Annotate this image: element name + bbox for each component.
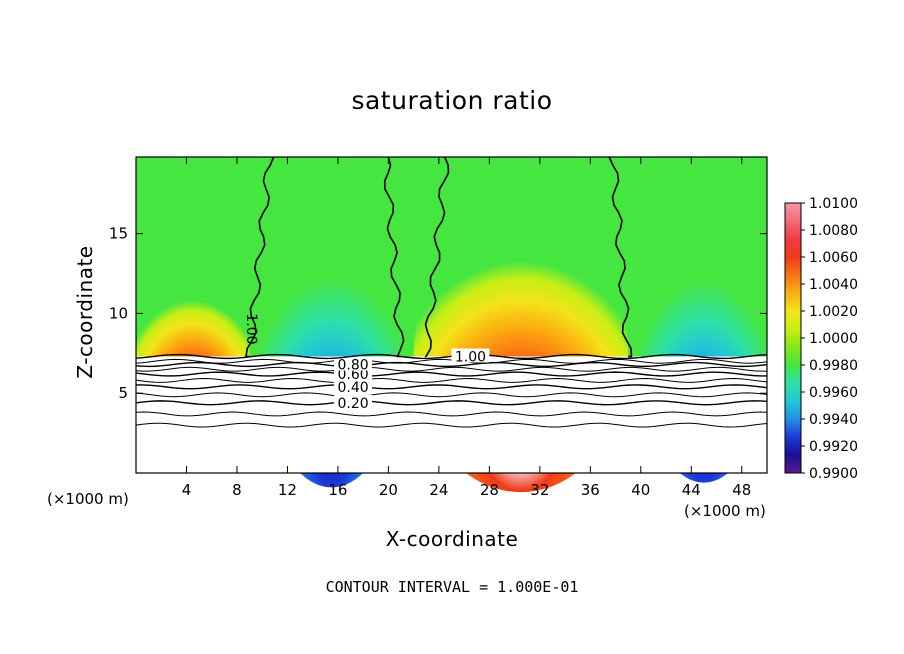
contour-label-0.40: 0.40 bbox=[337, 380, 368, 396]
contour-line-thin-5 bbox=[135, 366, 768, 372]
x-tick-label-24: 24 bbox=[429, 481, 448, 499]
x-tick-label-28: 28 bbox=[480, 481, 499, 499]
colorbar-tick-label-7: 0.9960 bbox=[809, 385, 858, 401]
x-tick-label-12: 12 bbox=[278, 481, 297, 499]
y-axis-label: Z-coordinate bbox=[73, 245, 97, 379]
x-tick-label-16: 16 bbox=[328, 481, 347, 499]
contour-line-0.80 bbox=[135, 361, 768, 368]
contour-label-bg-0.40 bbox=[334, 378, 373, 393]
contour-label-vertical-1.00: 1.00 bbox=[243, 313, 259, 344]
y-tick-label-10: 10 bbox=[109, 304, 128, 322]
colorbar-tick-label-1: 1.0080 bbox=[809, 223, 858, 239]
saturation-contour-2 bbox=[383, 156, 405, 358]
contour-label-0.80: 0.80 bbox=[337, 357, 368, 373]
contour-label-bg-0.80 bbox=[334, 356, 373, 371]
contour-label-0.20: 0.20 bbox=[337, 396, 368, 412]
x-unit-label-right: (×1000 m) bbox=[684, 502, 766, 520]
saturation-contour-1 bbox=[245, 156, 275, 358]
colorbar-tick-label-6: 0.9980 bbox=[809, 358, 858, 374]
y-tick-label-5: 5 bbox=[118, 384, 128, 402]
chart-title: saturation ratio bbox=[351, 86, 553, 115]
colorbar-tick-label-3: 1.0040 bbox=[809, 277, 858, 293]
contour-line-0.60 bbox=[135, 371, 768, 377]
x-tick-label-32: 32 bbox=[530, 481, 549, 499]
colorbar-tick-label-5: 1.0000 bbox=[809, 331, 858, 347]
plot-frame bbox=[135, 156, 768, 474]
contour-line-thin-1 bbox=[135, 422, 768, 428]
colorbar-tick-label-0: 1.0100 bbox=[809, 196, 858, 212]
contour-label-bg-0.20 bbox=[334, 394, 373, 409]
saturation-contour-3 bbox=[424, 156, 450, 358]
x-tick-label-36: 36 bbox=[581, 481, 600, 499]
contour-label-1.00: 1.00 bbox=[455, 349, 486, 365]
colorbar-tick-label-4: 1.0020 bbox=[809, 304, 858, 320]
colorbar-tick-label-10: 0.9900 bbox=[809, 466, 858, 482]
contour-line-thin-4 bbox=[135, 378, 768, 383]
contour-label-bg-1.00 bbox=[451, 348, 490, 363]
colorbar-tick-label-9: 0.9920 bbox=[809, 439, 858, 455]
contour-line-thin-3 bbox=[135, 392, 768, 398]
x-tick-label-20: 20 bbox=[379, 481, 398, 499]
saturation-contour-4 bbox=[608, 156, 633, 358]
x-tick-label-4: 4 bbox=[182, 481, 192, 499]
colorbar-tick-label-8: 0.9940 bbox=[809, 412, 858, 428]
x-axis-label: X-coordinate bbox=[385, 527, 519, 551]
subcloud-region bbox=[136, 356, 767, 473]
contour-line-0.40 bbox=[135, 384, 768, 390]
colorbar-tick-label-2: 1.0060 bbox=[809, 250, 858, 266]
x-tick-label-40: 40 bbox=[631, 481, 650, 499]
x-tick-label-44: 44 bbox=[682, 481, 701, 499]
x-unit-label-left: (×1000 m) bbox=[47, 490, 129, 508]
colorbar bbox=[784, 202, 802, 474]
contour-line-0.20 bbox=[135, 400, 768, 406]
x-tick-label-48: 48 bbox=[732, 481, 751, 499]
x-tick-label-8: 8 bbox=[232, 481, 242, 499]
contour-interval-note: CONTOUR INTERVAL = 1.000E-01 bbox=[325, 578, 579, 596]
contour-label-0.60: 0.60 bbox=[337, 367, 368, 383]
contour-line-thin-2 bbox=[135, 411, 768, 417]
y-tick-label-15: 15 bbox=[109, 225, 128, 243]
